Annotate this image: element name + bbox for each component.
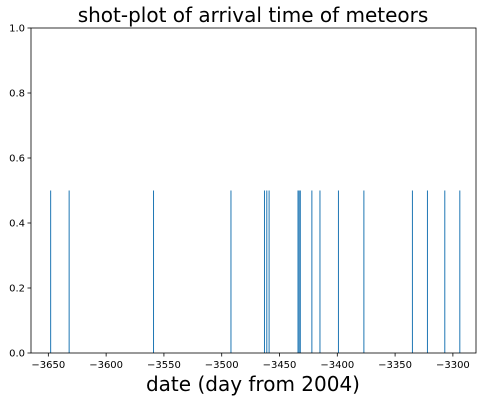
x-axis-label: date (day from 2004) <box>146 372 360 396</box>
y-axis-ticks: 0.0 0.2 0.4 0.6 0.8 1.0 <box>9 24 31 360</box>
y-tick-label: 0.4 <box>9 219 25 230</box>
y-tick-label: 1.0 <box>9 24 25 35</box>
bars-group <box>50 190 461 353</box>
x-tick-label: −3300 <box>436 360 470 371</box>
chart-title: shot-plot of arrival time of meteors <box>78 3 429 27</box>
x-tick-label: −3600 <box>89 360 123 371</box>
y-tick-label: 0.0 <box>9 349 25 360</box>
x-tick-label: −3650 <box>31 360 65 371</box>
y-tick-label: 0.8 <box>9 89 25 100</box>
x-tick-label: −3350 <box>378 360 412 371</box>
x-axis-ticks: −3650 −3600 −3550 −3500 −3450 −3400 −3350 −3300 <box>31 353 470 371</box>
x-tick-label: −3500 <box>205 360 239 371</box>
x-tick-label: −3550 <box>147 360 181 371</box>
y-tick-label: 0.2 <box>9 284 25 295</box>
x-tick-label: −3450 <box>263 360 297 371</box>
y-tick-label: 0.6 <box>9 154 25 165</box>
x-tick-label: −3400 <box>320 360 354 371</box>
plot-area-frame <box>30 27 477 354</box>
